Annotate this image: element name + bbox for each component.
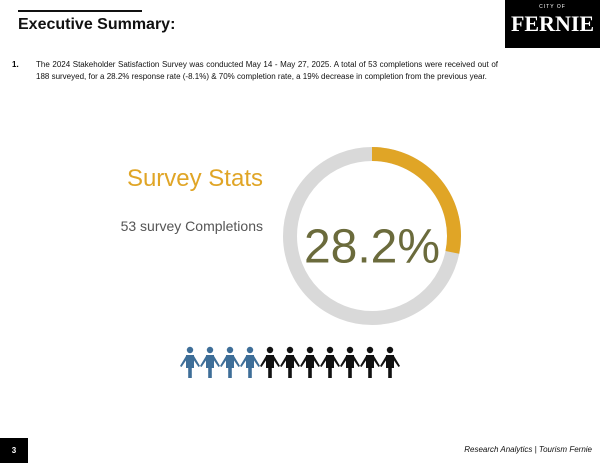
stats-completions: 53 survey Completions [120,218,263,234]
logo-name: FERNIE [510,11,595,36]
page-number: 3 [0,438,28,463]
logo: CITY OF FERNIE [505,0,600,48]
donut-arc [371,147,461,254]
item-number: 1. [12,60,19,69]
title-rule [18,10,142,12]
item-text: The 2024 Stakeholder Satisfaction Survey… [36,60,498,81]
footer-source: Research Analytics | Tourism Fernie [464,445,592,454]
people [180,346,400,378]
donut-label: 28.2% [304,221,440,274]
logo-top: CITY OF [539,4,566,10]
stats-heading: Survey Stats [126,165,263,192]
title: Executive Summary: [18,16,176,33]
